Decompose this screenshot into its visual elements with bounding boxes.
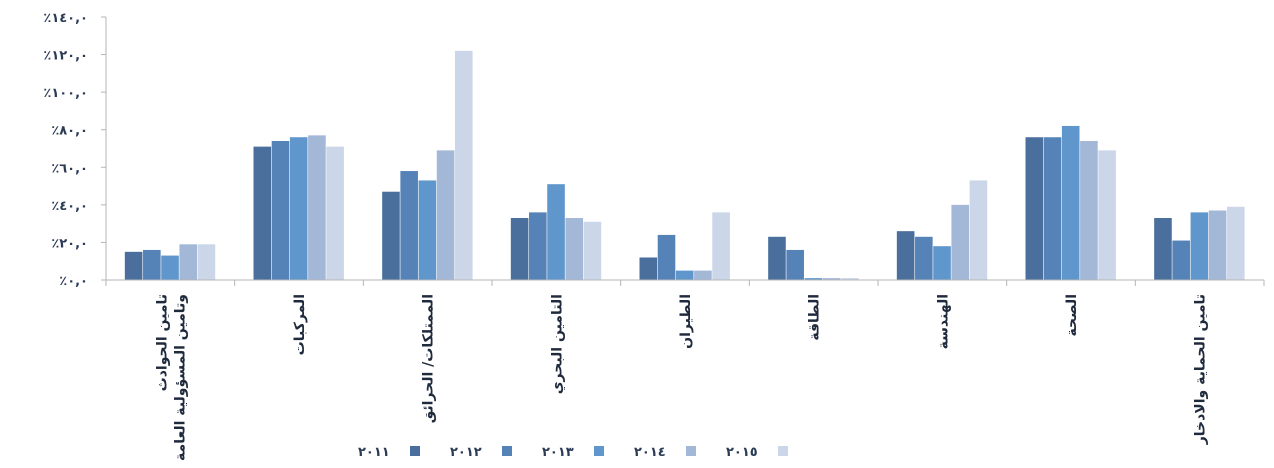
x-category-label-line: الطيران — [678, 294, 694, 349]
x-category-label: الهندسة — [935, 294, 951, 349]
x-category-label-line: المركبات — [292, 294, 308, 355]
bar-٢٠١٥-cat-4 — [712, 212, 730, 280]
bars — [124, 50, 1245, 281]
bar-٢٠١٥-cat-8 — [1226, 206, 1245, 280]
x-category-label-line: الطاقة — [807, 294, 823, 341]
y-tick-label: ٪٠,٠ — [59, 274, 88, 289]
legend-item: ٢٠١٥ — [726, 445, 788, 460]
x-category-label: الصحة — [1064, 294, 1080, 336]
legend-label: ٢٠١٥ — [726, 445, 758, 460]
bar-٢٠١٥-cat-0 — [197, 244, 216, 280]
legend-swatch — [778, 446, 788, 456]
bar-٢٠١١-cat-7 — [1025, 137, 1044, 280]
bar-٢٠١٣-cat-7 — [1061, 125, 1080, 281]
bar-٢٠١٢-cat-3 — [529, 212, 547, 280]
legend-swatch — [410, 446, 420, 456]
legend-item: ٢٠١٤ — [634, 445, 696, 460]
bar-٢٠١٥-cat-7 — [1098, 150, 1116, 280]
bar-٢٠١١-cat-3 — [510, 218, 529, 280]
y-tick-label: ٪١٤٠,٠ — [43, 11, 88, 26]
y-tick-label: ٪٤٠,٠ — [51, 199, 88, 214]
x-category-label-line: الممتلكات/ الحرائق — [421, 294, 437, 423]
bar-٢٠١٤-cat-7 — [1080, 140, 1098, 280]
bar-٢٠١١-cat-8 — [1154, 218, 1172, 280]
bar-٢٠١٤-cat-1 — [308, 135, 326, 280]
bar-٢٠١٢-cat-1 — [271, 140, 290, 280]
bar-٢٠١١-cat-4 — [639, 257, 658, 280]
bar-٢٠١٢-cat-4 — [657, 234, 676, 280]
y-tick-label: ٪١٢٠,٠ — [43, 49, 88, 64]
x-category-label: تامين الحماية والادخار — [1193, 294, 1209, 445]
x-category-label: التامين البحري — [549, 294, 566, 394]
bar-٢٠١١-cat-2 — [382, 191, 400, 280]
legend-label: ٢٠١١ — [358, 445, 390, 460]
bar-٢٠١٣-cat-8 — [1190, 212, 1209, 280]
bar-٢٠١٣-cat-4 — [675, 270, 694, 280]
bar-٢٠١٥-cat-3 — [583, 221, 602, 280]
bar-٢٠١٢-cat-7 — [1043, 137, 1062, 280]
y-tick-label: ٪٨٠,٠ — [51, 124, 88, 139]
legend-swatch — [686, 446, 696, 456]
bar-٢٠١٤-cat-0 — [179, 244, 198, 280]
bar-٢٠١٣-cat-6 — [933, 246, 951, 280]
legend-item: ٢٠١٣ — [542, 445, 604, 460]
bar-٢٠١٤-cat-6 — [951, 204, 970, 280]
x-category-label-line: وتامين المسؤولية العامة — [172, 294, 188, 461]
bar-٢٠١٢-cat-8 — [1172, 240, 1190, 280]
x-category-label: الطيران — [678, 294, 694, 349]
x-category-label: المركبات — [292, 294, 308, 355]
bar-٢٠١٣-cat-2 — [418, 180, 437, 280]
bar-٢٠١٢-cat-6 — [915, 236, 933, 280]
y-tick-label: ٪٢٠,٠ — [51, 236, 88, 251]
bar-٢٠١٥-cat-1 — [326, 146, 344, 280]
x-category-label: تامين الحوادث وتامين المسؤولية العامة — [154, 294, 188, 461]
x-axis: تامين الحوادث وتامين المسؤولية العامة المر… — [105, 279, 1265, 461]
x-category-label-line: تامين الحوادث — [154, 294, 170, 391]
bar-٢٠١٢-cat-0 — [143, 249, 161, 280]
y-tick-label: ٪٦٠,٠ — [51, 161, 88, 176]
bar-٢٠١١-cat-0 — [124, 251, 143, 280]
bar-٢٠١٤-cat-2 — [436, 150, 455, 280]
bar-٢٠١٤-cat-4 — [694, 270, 712, 280]
legend: ٢٠١١ ٢٠١٢ ٢٠١٣ ٢٠١٤ ٢٠١٥ — [358, 445, 788, 460]
bar-٢٠١٢-cat-5 — [786, 249, 804, 280]
bar-٢٠١٥-cat-2 — [454, 50, 473, 281]
legend-label: ٢٠١٤ — [634, 445, 666, 460]
bar-٢٠١١-cat-1 — [253, 146, 272, 280]
legend-item: ٢٠١٢ — [450, 445, 512, 460]
bar-٢٠١٥-cat-5 — [840, 278, 859, 280]
x-category-label-line: تامين الحماية والادخار — [1193, 294, 1209, 445]
legend-label: ٢٠١٣ — [542, 445, 574, 460]
x-category-label: الممتلكات/ الحرائق — [421, 294, 437, 423]
x-category-label-line: الهندسة — [935, 294, 951, 349]
bar-٢٠١١-cat-6 — [896, 231, 915, 280]
bar-٢٠١٤-cat-3 — [565, 218, 584, 280]
bar-٢٠١١-cat-5 — [768, 236, 786, 280]
y-axis: ٪٠,٠ ٪٢٠,٠ ٪٤٠,٠ ٪٦٠,٠ ٪٨٠,٠ ٪١٠٠,٠ ٪١٢٠,٠ ٪١٤٠… — [43, 11, 107, 289]
legend-item: ٢٠١١ — [358, 445, 420, 460]
bar-٢٠١٣-cat-3 — [547, 184, 565, 280]
legend-swatch — [502, 446, 512, 456]
x-category-label-line: التامين البحري — [549, 294, 566, 394]
x-category-label-line: الصحة — [1064, 294, 1080, 336]
bar-٢٠١٤-cat-5 — [822, 278, 841, 280]
legend-label: ٢٠١٢ — [450, 445, 482, 460]
legend-swatch — [594, 446, 604, 456]
bar-٢٠١٣-cat-0 — [161, 255, 179, 280]
bar-٢٠١٣-cat-1 — [289, 137, 308, 280]
bar-٢٠١٢-cat-2 — [400, 171, 418, 280]
x-category-label: الطاقة — [807, 294, 823, 341]
y-tick-label: ٪١٠٠,٠ — [43, 86, 88, 101]
bar-٢٠١٣-cat-5 — [804, 278, 823, 280]
bar-٢٠١٥-cat-6 — [969, 180, 988, 280]
bar-٢٠١٤-cat-8 — [1208, 210, 1227, 280]
